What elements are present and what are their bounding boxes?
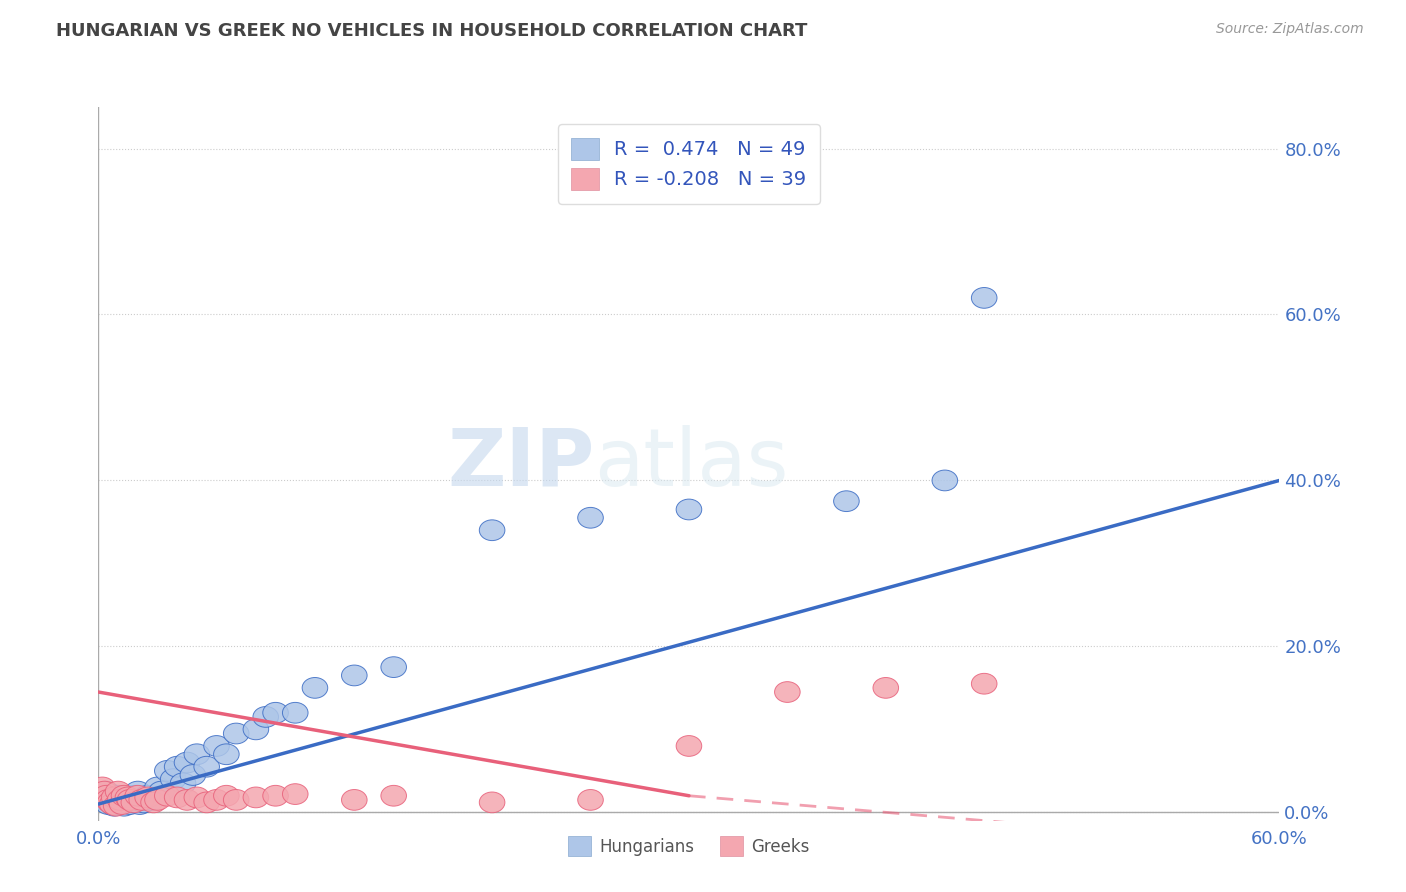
Ellipse shape bbox=[170, 773, 195, 794]
Ellipse shape bbox=[135, 785, 160, 806]
Ellipse shape bbox=[224, 723, 249, 744]
Ellipse shape bbox=[96, 789, 121, 810]
Ellipse shape bbox=[676, 500, 702, 520]
Ellipse shape bbox=[578, 508, 603, 528]
Ellipse shape bbox=[283, 702, 308, 723]
Ellipse shape bbox=[104, 789, 129, 810]
Ellipse shape bbox=[96, 794, 121, 814]
Ellipse shape bbox=[479, 520, 505, 541]
Ellipse shape bbox=[127, 794, 153, 814]
Ellipse shape bbox=[204, 736, 229, 756]
Ellipse shape bbox=[110, 789, 135, 810]
Text: ZIP: ZIP bbox=[447, 425, 595, 503]
Ellipse shape bbox=[155, 761, 180, 781]
Ellipse shape bbox=[578, 789, 603, 810]
Ellipse shape bbox=[381, 785, 406, 806]
Ellipse shape bbox=[479, 792, 505, 813]
Ellipse shape bbox=[184, 787, 209, 808]
Ellipse shape bbox=[243, 719, 269, 739]
Ellipse shape bbox=[214, 785, 239, 806]
Ellipse shape bbox=[100, 792, 125, 813]
Text: atlas: atlas bbox=[595, 425, 789, 503]
Ellipse shape bbox=[972, 287, 997, 309]
Ellipse shape bbox=[676, 736, 702, 756]
Ellipse shape bbox=[155, 785, 180, 806]
Ellipse shape bbox=[253, 706, 278, 727]
Ellipse shape bbox=[121, 785, 146, 806]
Ellipse shape bbox=[101, 787, 127, 808]
Ellipse shape bbox=[149, 781, 174, 802]
Ellipse shape bbox=[129, 789, 155, 810]
Ellipse shape bbox=[100, 794, 125, 814]
Ellipse shape bbox=[214, 744, 239, 764]
Legend: Hungarians, Greeks: Hungarians, Greeks bbox=[561, 830, 817, 863]
Ellipse shape bbox=[972, 673, 997, 694]
Ellipse shape bbox=[110, 794, 135, 814]
Ellipse shape bbox=[131, 792, 156, 813]
Ellipse shape bbox=[194, 756, 219, 777]
Ellipse shape bbox=[111, 796, 136, 816]
Ellipse shape bbox=[91, 789, 117, 810]
Ellipse shape bbox=[932, 470, 957, 491]
Ellipse shape bbox=[117, 789, 143, 810]
Text: HUNGARIAN VS GREEK NO VEHICLES IN HOUSEHOLD CORRELATION CHART: HUNGARIAN VS GREEK NO VEHICLES IN HOUSEH… bbox=[56, 22, 807, 40]
Ellipse shape bbox=[94, 785, 120, 806]
Ellipse shape bbox=[115, 787, 141, 808]
Ellipse shape bbox=[120, 789, 145, 810]
Ellipse shape bbox=[283, 784, 308, 805]
Ellipse shape bbox=[121, 792, 146, 813]
Ellipse shape bbox=[125, 781, 150, 802]
Ellipse shape bbox=[107, 794, 134, 814]
Ellipse shape bbox=[97, 792, 124, 813]
Ellipse shape bbox=[174, 789, 200, 810]
Ellipse shape bbox=[115, 787, 141, 808]
Ellipse shape bbox=[184, 744, 209, 764]
Ellipse shape bbox=[180, 764, 205, 785]
Ellipse shape bbox=[117, 794, 143, 814]
Ellipse shape bbox=[141, 792, 166, 813]
Ellipse shape bbox=[105, 785, 131, 806]
Ellipse shape bbox=[263, 785, 288, 806]
Ellipse shape bbox=[129, 789, 155, 810]
Text: Source: ZipAtlas.com: Source: ZipAtlas.com bbox=[1216, 22, 1364, 37]
Ellipse shape bbox=[834, 491, 859, 511]
Ellipse shape bbox=[302, 678, 328, 698]
Ellipse shape bbox=[775, 681, 800, 702]
Ellipse shape bbox=[111, 785, 136, 806]
Ellipse shape bbox=[145, 777, 170, 797]
Ellipse shape bbox=[97, 787, 124, 808]
Ellipse shape bbox=[91, 781, 117, 802]
Ellipse shape bbox=[105, 781, 131, 802]
Ellipse shape bbox=[107, 789, 134, 810]
Ellipse shape bbox=[112, 792, 139, 813]
Ellipse shape bbox=[104, 796, 129, 816]
Ellipse shape bbox=[243, 787, 269, 808]
Ellipse shape bbox=[90, 785, 115, 806]
Ellipse shape bbox=[224, 789, 249, 810]
Ellipse shape bbox=[194, 792, 219, 813]
Ellipse shape bbox=[263, 702, 288, 723]
Ellipse shape bbox=[145, 789, 170, 810]
Ellipse shape bbox=[174, 752, 200, 773]
Ellipse shape bbox=[381, 657, 406, 678]
Ellipse shape bbox=[101, 796, 127, 816]
Ellipse shape bbox=[90, 777, 115, 797]
Ellipse shape bbox=[873, 678, 898, 698]
Ellipse shape bbox=[160, 769, 186, 789]
Ellipse shape bbox=[125, 785, 150, 806]
Ellipse shape bbox=[135, 787, 160, 808]
Ellipse shape bbox=[204, 789, 229, 810]
Ellipse shape bbox=[165, 787, 190, 808]
Ellipse shape bbox=[165, 756, 190, 777]
Ellipse shape bbox=[139, 789, 165, 810]
Ellipse shape bbox=[342, 665, 367, 686]
Ellipse shape bbox=[342, 789, 367, 810]
Ellipse shape bbox=[94, 781, 120, 802]
